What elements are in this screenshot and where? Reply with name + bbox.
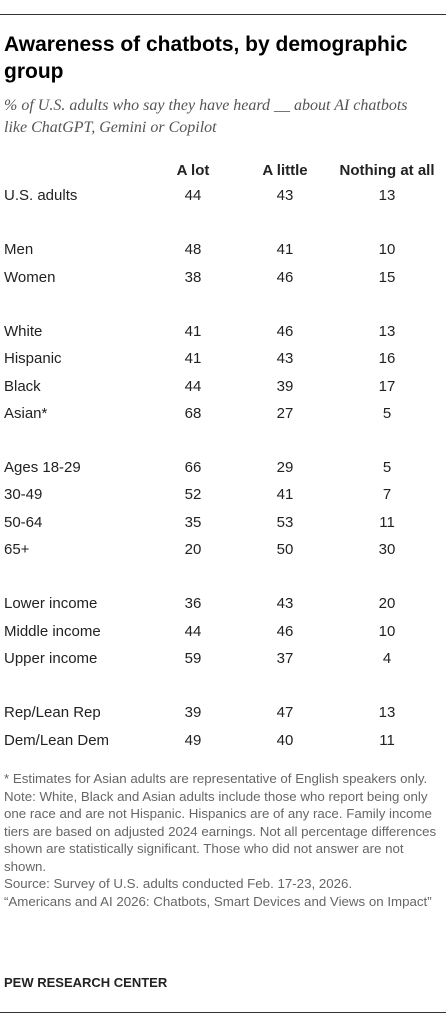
row-label: Hispanic — [4, 350, 62, 368]
title: Awareness of chatbots, by demographic gr… — [4, 33, 408, 83]
cell-value: 29 — [276, 459, 294, 477]
row-label: Men — [4, 241, 34, 259]
cell-value: 47 — [276, 704, 294, 722]
column-header: Nothing at all — [339, 162, 435, 179]
row-label: Dem/Lean Dem — [4, 731, 110, 749]
cell-value: 41 — [184, 322, 202, 340]
cell-value: 68 — [184, 404, 202, 422]
cell-value: 17 — [378, 377, 396, 395]
column-header: A little — [262, 162, 308, 179]
row-label: Black — [4, 377, 41, 395]
cell-value: 11 — [379, 731, 395, 749]
row-label: 65+ — [4, 541, 30, 558]
cell-value: 59 — [184, 649, 202, 667]
cell-value: 46 — [276, 268, 294, 286]
row-label: Asian* — [4, 404, 48, 422]
row-label: Lower income — [4, 595, 98, 613]
row-label: Rep/Lean Rep — [4, 704, 101, 722]
cell-value: 52 — [184, 486, 202, 504]
cell-value: 43 — [276, 595, 294, 613]
cell-value: 48 — [184, 241, 202, 259]
cell-value: 43 — [276, 187, 294, 204]
cell-value: 36 — [184, 595, 202, 613]
cell-value: 50 — [276, 541, 294, 558]
cell-value: 44 — [184, 622, 202, 640]
cell-value: 44 — [184, 377, 202, 395]
cell-value: 20 — [184, 541, 202, 558]
cell-value: 16 — [378, 350, 396, 368]
top-rule — [0, 14, 446, 15]
notes: * Estimates for Asian adults are represe… — [4, 770, 440, 910]
cell-value: 37 — [276, 649, 294, 667]
row-label: Upper income — [4, 649, 98, 667]
cell-value: 41 — [184, 350, 202, 368]
cell-value: 7 — [382, 486, 392, 504]
cell-value: 44 — [184, 187, 202, 204]
cell-value: 49 — [184, 731, 202, 749]
cell-value: 38 — [184, 268, 202, 286]
cell-value: 30 — [378, 541, 396, 558]
cell-value: 53 — [276, 513, 294, 531]
cell-value: 41 — [276, 486, 294, 504]
cell-value: 40 — [276, 731, 294, 749]
bottom-rule — [0, 1012, 446, 1013]
note: * Estimates for Asian adults are represe… — [4, 771, 428, 786]
cell-value: 13 — [378, 704, 396, 722]
row-label: U.S. adults — [4, 187, 78, 204]
cell-value: 5 — [382, 404, 392, 422]
cell-value: 15 — [378, 268, 396, 286]
note: Source: Survey of U.S. adults conducted … — [4, 876, 353, 891]
row-label: White — [4, 322, 43, 340]
cell-value: 13 — [378, 187, 396, 204]
subtitle: % of U.S. adults who say they have heard… — [4, 97, 408, 136]
cell-value: 20 — [378, 595, 396, 613]
row-label: Ages 18-29 — [4, 459, 81, 477]
cell-value: 39 — [184, 704, 202, 722]
row-label: 30-49 — [4, 486, 43, 504]
footer: PEW RESEARCH CENTER — [4, 975, 168, 990]
cell-value: 13 — [378, 322, 396, 340]
cell-value: 4 — [382, 649, 392, 667]
column-header: A lot — [176, 162, 210, 179]
cell-value: 27 — [276, 404, 294, 422]
note: Note: White, Black and Asian adults incl… — [4, 788, 437, 874]
cell-value: 5 — [382, 459, 392, 477]
cell-value: 46 — [276, 622, 294, 640]
cell-value: 39 — [276, 377, 294, 395]
cell-value: 35 — [184, 513, 202, 531]
row-label: 50-64 — [4, 513, 43, 531]
cell-value: 10 — [378, 622, 396, 640]
cell-value: 46 — [276, 322, 294, 340]
row-label: Middle income — [4, 622, 101, 640]
cell-value: 10 — [378, 241, 396, 259]
cell-value: 11 — [379, 513, 395, 531]
cell-value: 43 — [276, 350, 294, 368]
note: “Americans and AI 2026: Chatbots, Smart … — [4, 893, 432, 909]
row-label: Women — [4, 268, 56, 286]
cell-value: 66 — [184, 459, 202, 477]
cell-value: 41 — [276, 241, 294, 259]
